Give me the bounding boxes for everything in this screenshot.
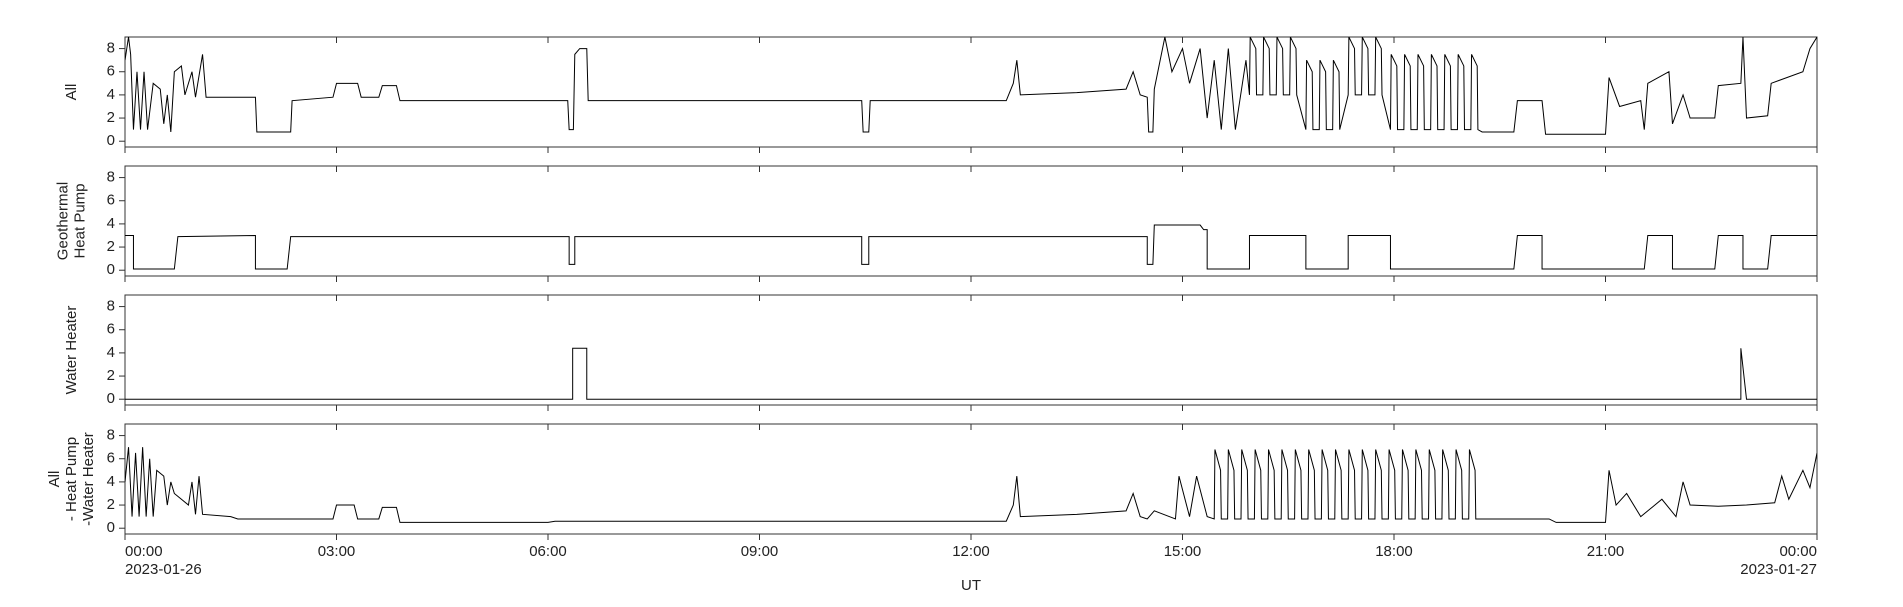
y-tick-label: 0: [107, 261, 115, 278]
y-axis-label: Geothermal: [54, 182, 71, 260]
x-tick-label: 09:00: [741, 543, 779, 560]
y-tick-label: 4: [107, 86, 115, 103]
y-tick-label: 8: [107, 427, 115, 444]
x-date-label: 2023-01-27: [1740, 561, 1817, 578]
y-tick-label: 8: [107, 40, 115, 57]
y-tick-label: 6: [107, 321, 115, 338]
y-tick-label: 4: [107, 215, 115, 232]
x-tick-label: 06:00: [529, 543, 567, 560]
y-axis-label: Water Heater: [63, 306, 80, 395]
x-axis-label: UT: [961, 577, 981, 594]
x-date-label: 2023-01-26: [125, 561, 202, 578]
y-axis-label: All: [63, 84, 80, 101]
x-tick-label: 12:00: [952, 543, 990, 560]
y-tick-label: 2: [107, 367, 115, 384]
plot-frame: [124, 165, 1818, 277]
plot-frame: [124, 294, 1818, 406]
y-tick-label: 0: [107, 519, 115, 536]
x-tick-label: 21:00: [1587, 543, 1625, 560]
y-axis-label: All: [46, 471, 63, 488]
x-tick-label: 18:00: [1375, 543, 1413, 560]
y-tick-label: 6: [107, 192, 115, 209]
plot-frame: [124, 36, 1818, 148]
series-line: [125, 347, 1817, 400]
series-line: [125, 447, 1817, 523]
series-line: [125, 224, 1817, 270]
x-tick-label: 00:00: [125, 543, 163, 560]
y-tick-label: 8: [107, 298, 115, 315]
y-tick-label: 0: [107, 132, 115, 149]
x-tick-label: 03:00: [318, 543, 356, 560]
y-axis-label: - Heat Pump: [63, 437, 80, 521]
x-tick-label: 00:00: [1779, 543, 1817, 560]
y-axis-label: Heat Pump: [71, 183, 88, 258]
series-line: [125, 37, 1817, 135]
y-tick-label: 8: [107, 169, 115, 186]
y-tick-label: 0: [107, 390, 115, 407]
x-tick-label: 15:00: [1164, 543, 1202, 560]
y-tick-label: 4: [107, 473, 115, 490]
y-tick-label: 2: [107, 496, 115, 513]
y-tick-label: 2: [107, 109, 115, 126]
y-tick-label: 6: [107, 63, 115, 80]
y-tick-label: 6: [107, 450, 115, 467]
y-tick-label: 2: [107, 238, 115, 255]
y-tick-label: 4: [107, 344, 115, 361]
y-axis-label: -Water Heater: [80, 432, 97, 526]
